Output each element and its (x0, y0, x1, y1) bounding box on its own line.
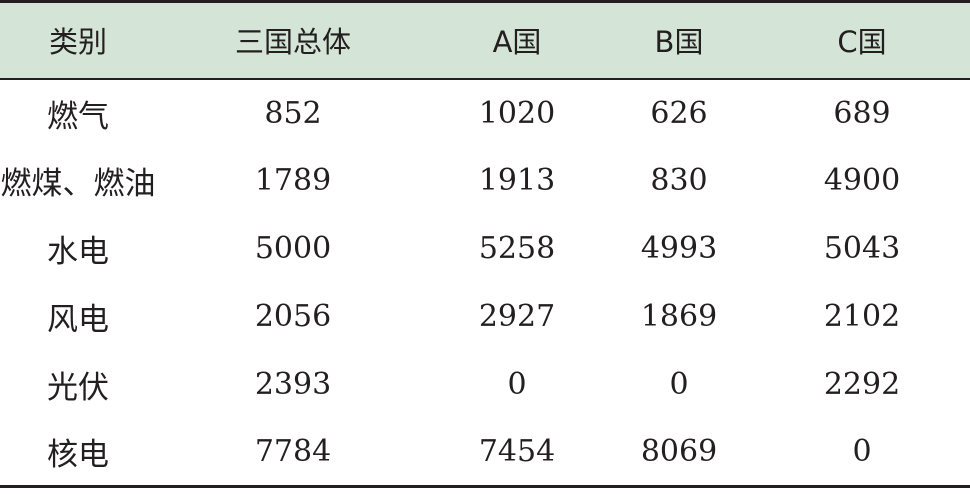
header-cell-country-a: A国 (430, 0, 604, 80)
value-cell: 5258 (478, 231, 556, 266)
value-cell: 1789 (254, 163, 332, 198)
table-row: 风电 2056 2927 1869 2102 (0, 283, 970, 351)
value-cell: 2927 (478, 299, 556, 334)
header-cell-country-c: C国 (754, 0, 970, 80)
table-row: 燃煤、燃油 1789 1913 830 4900 (0, 147, 970, 215)
table-body: 燃气 852 1020 626 689 燃煤、燃油 1789 1913 830 … (0, 79, 970, 488)
value-cell: 0 (507, 367, 527, 402)
table-row: 核电 7784 7454 8069 0 (0, 418, 970, 488)
value-cell: 2393 (254, 367, 332, 402)
value-cell: 852 (264, 95, 322, 131)
value-cell: 2292 (823, 367, 901, 402)
row-label-cell: 核电 (0, 418, 156, 488)
value-cell: 5000 (254, 231, 332, 266)
value-cell: 7784 (156, 418, 430, 488)
value-cell: 4900 (823, 163, 901, 198)
row-label-cell: 燃煤、燃油 (0, 166, 156, 202)
header-cell-three-countries-total: 三国总体 (156, 0, 430, 80)
table-row: 光伏 2393 0 0 2292 (0, 351, 970, 419)
table-row: 水电 5000 5258 4993 5043 (0, 215, 970, 283)
value-cell: 2056 (254, 299, 332, 334)
header-cell-category: 类别 (0, 0, 156, 80)
value-cell: 1869 (640, 299, 718, 334)
row-label-cell: 燃气 (47, 98, 109, 135)
header-row: 类别 三国总体 A国 B国 C国 (0, 0, 970, 80)
table-header: 类别 三国总体 A国 B国 C国 (0, 0, 970, 80)
row-label-cell: 水电 (47, 234, 109, 270)
row-label-cell: 光伏 (47, 370, 109, 406)
table-row: 燃气 852 1020 626 689 (0, 79, 970, 147)
value-cell: 689 (833, 95, 891, 131)
value-cell: 830 (650, 163, 708, 198)
value-cell: 0 (754, 418, 970, 488)
value-cell: 4993 (640, 231, 718, 266)
value-cell: 2102 (823, 299, 901, 334)
value-cell: 1913 (478, 163, 556, 198)
value-cell: 626 (650, 95, 708, 131)
header-cell-country-b: B国 (604, 0, 754, 80)
value-cell: 7454 (430, 418, 604, 488)
value-cell: 1020 (478, 95, 556, 131)
value-cell: 8069 (604, 418, 754, 488)
value-cell: 0 (669, 367, 689, 402)
row-label-cell: 风电 (47, 302, 109, 338)
value-cell: 5043 (823, 231, 901, 266)
